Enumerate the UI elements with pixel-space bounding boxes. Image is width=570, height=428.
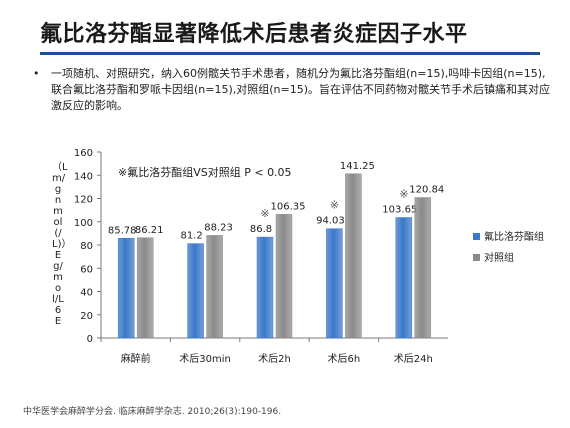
significance-mark: ※	[399, 188, 408, 201]
x-tick-label: 术后2h	[258, 353, 291, 365]
data-label: 88.23	[204, 222, 233, 233]
data-label: 86.21	[135, 225, 164, 236]
data-label: 86.8	[250, 224, 272, 235]
y-tick-label: 100	[74, 218, 93, 229]
y-tick-label: 20	[80, 311, 93, 322]
bar-treatment	[395, 217, 413, 339]
data-label: 120.84	[409, 185, 444, 196]
legend-swatch	[473, 254, 480, 261]
data-label: 94.03	[316, 216, 345, 227]
slide-title: 氟比洛芬酯显著降低术后患者炎症因子水平	[40, 22, 468, 47]
y-tick-label: 40	[80, 288, 93, 299]
y-tick-label: 160	[74, 148, 93, 159]
legend-swatch	[473, 233, 480, 240]
y-tick-label: 60	[80, 264, 93, 275]
bar-control	[275, 214, 293, 339]
y-tick-label: 0	[87, 334, 93, 345]
bar-control	[345, 173, 362, 339]
source-citation: 中华医学会麻醉学分会. 临床麻醉学杂志. 2010;26(3):190-196.	[23, 407, 282, 417]
data-label: 141.25	[340, 161, 375, 172]
data-label: 81.2	[180, 231, 202, 242]
data-label: 106.35	[271, 201, 306, 212]
x-tick-label: 术后30min	[179, 353, 231, 365]
bullet-icon: •	[33, 67, 40, 80]
y-tick-label: 80	[80, 241, 93, 252]
y-axis-label: （Lm/gnmol(/L)）Eg/mol/L6E	[52, 162, 72, 327]
y-tick-label: 140	[74, 171, 93, 182]
significance-mark: ※	[330, 199, 339, 212]
data-label: 85.78	[108, 225, 137, 236]
study-description: • 一项随机、对照研究，纳入60例髋关节手术患者，随机分为氟比洛芬酯组(n=15…	[33, 66, 553, 114]
x-tick-label: 术后24h	[394, 353, 433, 365]
bar-control	[136, 237, 154, 339]
significance-mark: ※	[260, 207, 269, 220]
bar-treatment	[187, 243, 204, 339]
significance-annotation: ※氟比洛芬酯组VS对照组 P < 0.05	[118, 165, 292, 179]
x-tick-label: 麻醉前	[121, 352, 151, 365]
study-description-text: 一项随机、对照研究，纳入60例髋关节手术患者，随机分为氟比洛芬酯组(n=15),…	[51, 67, 551, 112]
legend-label: 氟比洛芬酯组	[484, 230, 544, 243]
title-underline	[40, 52, 540, 55]
y-tick-label: 120	[74, 195, 93, 206]
legend-label: 对照组	[484, 251, 514, 264]
data-label: 103.65	[382, 205, 417, 216]
bar-treatment	[117, 238, 135, 339]
bar-treatment	[256, 236, 274, 339]
bar-treatment	[326, 228, 343, 339]
bar-control	[414, 197, 432, 339]
x-tick-label: 术后6h	[328, 353, 361, 365]
bar-control	[206, 235, 223, 339]
